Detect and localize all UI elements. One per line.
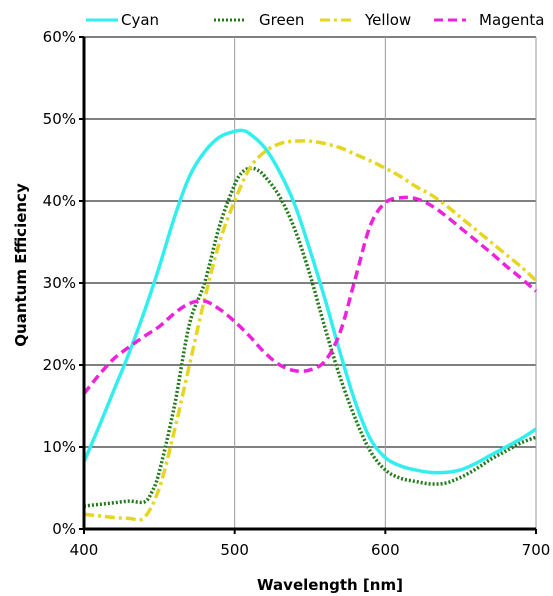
- x-tick-label: 600: [371, 541, 400, 559]
- y-tick-label: 60%: [43, 28, 76, 46]
- y-tick-label: 10%: [43, 438, 76, 456]
- series-line-yellow: [83, 139, 538, 522]
- legend-label-yellow: Yellow: [364, 11, 411, 29]
- legend-label-cyan: Cyan: [121, 11, 159, 29]
- y-tick-label: 40%: [43, 192, 76, 210]
- y-tick-label: 30%: [43, 274, 76, 292]
- x-tick-label: 500: [220, 541, 249, 559]
- y-tick-label: 20%: [43, 356, 76, 374]
- series-line-green: [83, 166, 537, 508]
- legend-label-green: Green: [259, 11, 304, 29]
- legend-label-magenta: Magenta: [479, 11, 544, 29]
- tick-labels: 0%10%20%30%40%50%60%300400500600700: [43, 28, 551, 559]
- y-tick-label: 50%: [43, 110, 76, 128]
- legend: Cyan Green Yellow Magenta: [86, 11, 544, 29]
- x-axis-title: Wavelength [nm]: [257, 576, 403, 594]
- y-axis-title: Quantum Efficiency: [12, 183, 30, 347]
- gridlines: [84, 36, 537, 529]
- series-line-cyan: [82, 128, 537, 475]
- x-tick-label: 400: [70, 541, 99, 559]
- y-tick-label: 0%: [52, 520, 76, 538]
- series-line-magenta: [82, 195, 538, 395]
- x-tick-label: 700: [522, 541, 551, 559]
- series-lines: [82, 128, 538, 522]
